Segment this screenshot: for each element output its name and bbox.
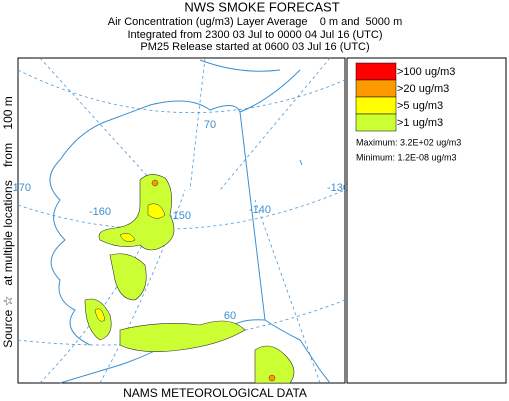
legend-swatch [355,96,397,115]
legend-label: >5 ug/m3 [397,100,443,112]
smoke-plume [84,298,112,341]
legend-swatch [355,79,397,98]
grid-label: -170 [9,182,31,194]
smoke-hotspot [151,179,159,187]
smoke-hotspot [268,374,276,382]
subtitle: Integrated from 2300 03 Jul to 0000 04 J… [128,29,383,41]
smoke-plume [254,345,295,384]
subtitle: PM25 Release started at 0600 03 Jul 16 (… [140,41,369,53]
side-label: Source ☆ at multiple locations from 100 … [1,96,15,348]
legend-label: >20 ug/m3 [397,83,449,95]
smoke-plume [109,253,147,301]
subtitle: Air Concentration (ug/m3) Layer Average … [108,16,403,28]
legend-minimum: Minimum: 1.2E-08 ug/m3 [356,152,457,162]
grid-label: -150 [169,210,191,222]
legend-swatch [355,113,397,132]
grid-label: -160 [89,206,111,218]
smoke-core [94,203,166,322]
legend-swatch [355,62,397,81]
grid-label: 60 [224,310,236,322]
footer: NAMS METEOROLOGICAL DATA [123,386,307,400]
grid-label: 70 [204,119,216,131]
legend: Maximum: 3.2E+02 ug/m3 Minimum: 1.2E-08 … [346,57,507,384]
smoke-plume [98,174,175,251]
grid-label: -140 [249,204,271,216]
smoke-plume [119,320,246,352]
legend-label: >1 ug/m3 [397,117,443,129]
map: 70 -170 -160 -150 -140 -130 60 [9,57,349,384]
grid-label: -130 [327,182,349,194]
title: NWS SMOKE FORECAST [184,0,339,14]
legend-maximum: Maximum: 3.2E+02 ug/m3 [356,137,461,147]
legend-label: >100 ug/m3 [397,66,455,78]
